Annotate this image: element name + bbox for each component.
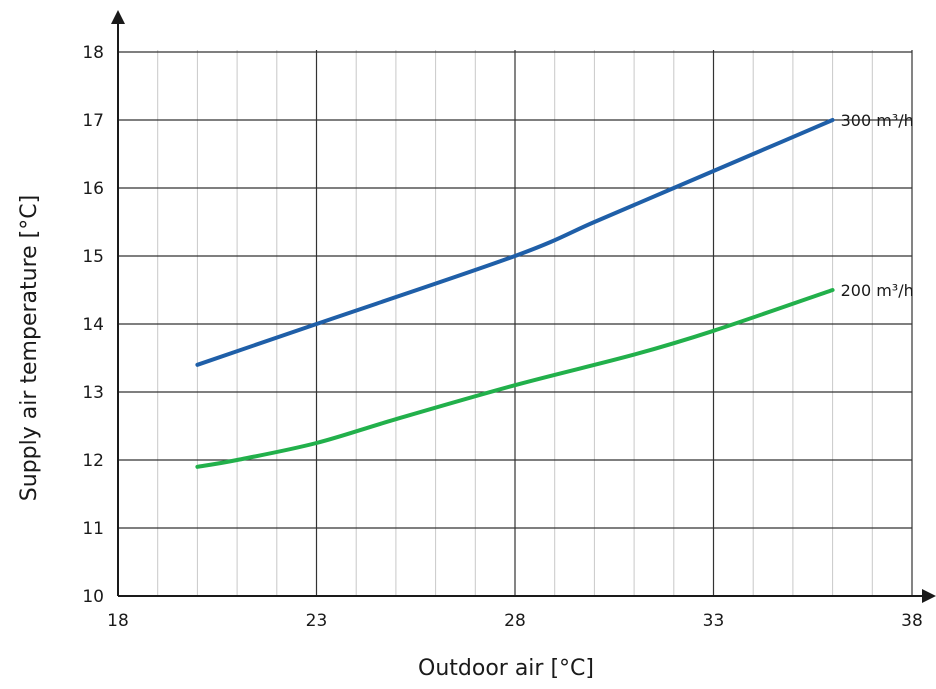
y-tick-label: 13 bbox=[82, 383, 104, 403]
x-axis-title: Outdoor air [°C] bbox=[418, 656, 594, 681]
y-axis-title: Supply air temperature [°C] bbox=[17, 195, 42, 501]
series-labels: 300 m³/h 200 m³/h bbox=[841, 111, 914, 300]
y-tick-label: 17 bbox=[82, 111, 104, 131]
x-tick-label: 28 bbox=[504, 611, 526, 631]
y-tick-labels: 10 11 12 13 14 15 16 17 18 bbox=[82, 43, 104, 607]
series-label-1: 200 m³/h bbox=[841, 281, 914, 300]
y-tick-label: 18 bbox=[82, 43, 104, 63]
x-tick-label: 38 bbox=[901, 611, 923, 631]
series-lines bbox=[195, 118, 835, 469]
y-tick-label: 15 bbox=[82, 247, 104, 267]
x-tick-labels: 18 23 28 33 38 bbox=[107, 611, 923, 631]
minor-grid bbox=[157, 50, 873, 596]
y-tick-label: 12 bbox=[82, 451, 104, 471]
y-tick-label: 10 bbox=[82, 587, 104, 607]
y-tick-label: 11 bbox=[82, 519, 104, 539]
series-label-0: 300 m³/h bbox=[841, 111, 914, 130]
axes bbox=[111, 10, 936, 603]
y-tick-label: 14 bbox=[82, 315, 104, 335]
y-tick-label: 16 bbox=[82, 179, 104, 199]
x-axis-arrow-icon bbox=[922, 589, 936, 603]
series-line-0 bbox=[195, 118, 835, 367]
y-axis-arrow-icon bbox=[111, 10, 125, 24]
x-tick-label: 23 bbox=[306, 611, 328, 631]
x-tick-label: 18 bbox=[107, 611, 129, 631]
series-line-1 bbox=[195, 288, 835, 469]
x-tick-label: 33 bbox=[703, 611, 725, 631]
